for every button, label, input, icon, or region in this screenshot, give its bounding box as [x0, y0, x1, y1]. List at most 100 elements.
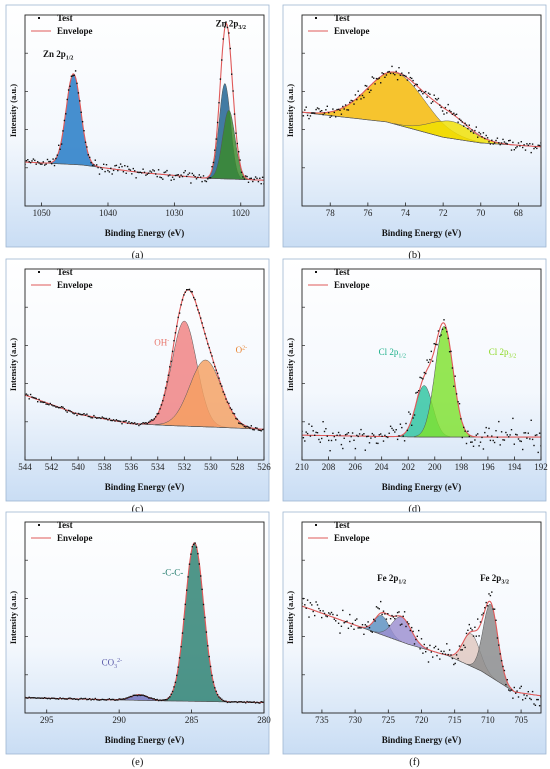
test-point: [342, 105, 344, 108]
test-point: [430, 102, 432, 104]
test-point: [195, 178, 198, 180]
test-point: [415, 392, 417, 394]
test-point: [117, 699, 119, 701]
test-point: [455, 113, 458, 115]
test-point: [325, 109, 327, 111]
test-point: [457, 657, 459, 660]
test-point: [500, 431, 503, 433]
test-point: [107, 169, 109, 172]
test-point: [322, 421, 324, 423]
test-point: [58, 144, 60, 146]
test-point: [441, 328, 444, 331]
test-point: [166, 169, 168, 172]
test-point: [125, 697, 127, 699]
test-point: [163, 699, 165, 701]
test-point: [166, 698, 168, 701]
test-point: [186, 589, 188, 591]
test-point: [200, 575, 202, 577]
test-point: [534, 434, 537, 437]
test-point: [115, 419, 118, 421]
test-point: [186, 175, 188, 178]
test-point: [422, 378, 424, 380]
test-point: [312, 610, 314, 613]
test-point: [250, 177, 252, 179]
test-point: [129, 422, 132, 425]
test-point: [181, 175, 184, 178]
test-point: [107, 698, 109, 701]
test-point: [347, 109, 350, 111]
test-point: [28, 398, 30, 400]
test-point: [366, 435, 368, 438]
test-point: [443, 650, 445, 653]
test-point: [170, 179, 172, 181]
x-tick-label: 720: [415, 715, 429, 725]
test-point: [437, 330, 440, 332]
x-axis-label: Binding Energy (eV): [382, 735, 462, 745]
test-point: [370, 89, 372, 91]
test-point: [321, 616, 323, 619]
test-point: [330, 611, 333, 614]
peak-label-main: CO: [102, 657, 115, 667]
test-point: [516, 146, 518, 148]
test-point: [238, 151, 240, 153]
test-point: [503, 141, 506, 143]
test-point: [522, 146, 524, 149]
test-point: [311, 112, 313, 114]
test-point: [235, 701, 237, 703]
test-point: [508, 689, 510, 691]
test-point: [446, 112, 448, 114]
test-point: [141, 423, 143, 425]
y-axis-label: Intensity (a.u.): [285, 84, 295, 137]
test-point: [174, 174, 177, 177]
peak-label-main: Fe 2p: [480, 573, 501, 583]
test-point: [247, 426, 250, 428]
legend-test-label: Test: [57, 13, 73, 23]
test-point: [537, 698, 539, 701]
test-point: [163, 394, 165, 396]
test-point: [481, 436, 483, 439]
test-point: [101, 416, 103, 418]
test-point: [89, 156, 91, 159]
test-point: [427, 361, 430, 363]
test-point: [391, 65, 393, 68]
test-point: [34, 159, 36, 162]
test-point: [505, 431, 507, 434]
test-point: [364, 449, 366, 451]
test-point: [333, 435, 335, 438]
test-point: [138, 171, 140, 174]
test-point: [409, 76, 411, 79]
test-point: [44, 164, 46, 166]
test-point: [451, 367, 454, 369]
test-point: [440, 334, 442, 336]
test-point: [164, 387, 167, 389]
test-point: [246, 700, 248, 703]
test-point: [135, 177, 137, 179]
test-point: [142, 422, 144, 424]
test-point: [315, 108, 317, 111]
test-point: [468, 623, 470, 626]
test-point: [149, 420, 151, 422]
test-point: [112, 169, 115, 172]
legend-test-label: Test: [334, 13, 350, 23]
test-point: [401, 426, 403, 429]
peak-label-subscript: 3/2: [501, 580, 509, 586]
test-point: [349, 440, 351, 443]
x-tick-label: 540: [71, 462, 85, 472]
peak-label-subscript: 1/2: [398, 353, 406, 359]
x-axis-label: Binding Energy (eV): [382, 228, 462, 238]
test-point: [245, 702, 247, 704]
test-point: [173, 340, 175, 342]
peak-label-main: O: [236, 345, 243, 355]
test-point: [156, 175, 158, 178]
test-point: [347, 627, 350, 629]
x-tick-label: 208: [322, 462, 336, 472]
test-point: [357, 435, 359, 438]
test-point: [472, 635, 475, 637]
test-point: [205, 631, 208, 633]
test-point: [51, 404, 53, 406]
test-point: [52, 158, 54, 160]
test-point: [381, 613, 383, 616]
test-point: [519, 440, 521, 442]
test-point: [311, 604, 313, 606]
test-point: [430, 651, 432, 653]
